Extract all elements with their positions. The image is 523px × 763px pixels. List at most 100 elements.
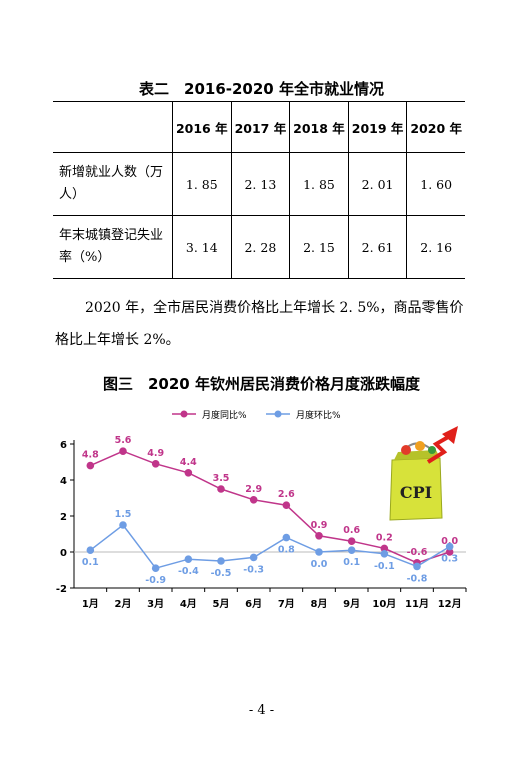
data-label: 0.3 xyxy=(441,554,458,565)
x-tick-label: 4月 xyxy=(180,598,197,610)
data-point xyxy=(445,542,454,551)
y-tick-label: -2 xyxy=(56,584,67,595)
data-point xyxy=(86,461,95,470)
y-tick-label: 6 xyxy=(60,440,67,451)
data-label: 2.6 xyxy=(278,489,295,500)
data-point xyxy=(347,546,356,554)
data-point xyxy=(217,557,225,565)
x-tick-label: 1月 xyxy=(82,598,99,610)
legend-label-mom: 月度环比% xyxy=(296,409,341,421)
data-label: 3.5 xyxy=(213,473,230,484)
data-point xyxy=(184,555,193,563)
data-label: -0.8 xyxy=(407,573,428,584)
table-header-cell: 2018 年 xyxy=(289,101,349,153)
x-tick-label: 11月 xyxy=(405,598,429,610)
data-label: 0.0 xyxy=(441,536,458,547)
x-tick-label: 2月 xyxy=(115,598,132,610)
data-label: 2.9 xyxy=(245,484,262,495)
x-tick-label: 3月 xyxy=(147,598,164,610)
data-label: 4.8 xyxy=(82,450,99,461)
table-cell: 2. 01 xyxy=(347,152,408,216)
table-row: 年末城镇登记失业率（%） 3. 14 2. 28 2. 15 2. 61 2. … xyxy=(53,215,465,279)
data-label: 4.4 xyxy=(180,457,197,468)
data-label: 0.1 xyxy=(82,557,99,568)
table-header-cell: 2016 年 xyxy=(172,101,232,153)
data-point xyxy=(315,548,323,556)
data-point xyxy=(315,532,323,540)
legend: 月度同比% 月度环比% xyxy=(172,409,341,421)
legend-marker-mom xyxy=(274,410,282,418)
data-label: 0.9 xyxy=(311,520,328,531)
data-point xyxy=(347,537,356,545)
x-tick-label: 9月 xyxy=(343,598,360,610)
legend-label-yoy: 月度同比% xyxy=(202,409,247,421)
cpi-paragraph: 2020 年，全市居民消费价格比上年增长 2. 5%，商品零售价格比上年增长 2… xyxy=(55,300,464,348)
table-cell: 1. 60 xyxy=(406,152,465,216)
data-label: 1.5 xyxy=(115,509,132,520)
table-cell: 2. 61 xyxy=(347,215,408,279)
data-label: -0.5 xyxy=(211,568,232,579)
series-line-1 xyxy=(89,523,451,570)
data-label: -0.1 xyxy=(374,561,395,572)
data-point xyxy=(445,548,454,556)
data-label: 0.8 xyxy=(278,545,295,556)
data-point xyxy=(119,521,127,529)
data-point xyxy=(217,485,225,493)
table-cell: 2. 13 xyxy=(230,152,291,216)
table-cell: 2. 16 xyxy=(406,215,465,279)
data-point xyxy=(151,460,160,468)
series-line-0 xyxy=(90,450,450,564)
table-header-cell: 2017 年 xyxy=(230,101,291,153)
table-header-cell: 2019 年 xyxy=(347,101,408,153)
x-tick-label: 10月 xyxy=(372,598,396,610)
data-label: -0.9 xyxy=(145,575,166,586)
x-tick-label: 8月 xyxy=(311,598,328,610)
data-point xyxy=(380,544,389,553)
data-label: -0.4 xyxy=(178,566,199,577)
page-number: - 4 - xyxy=(248,703,275,718)
data-label: 0.6 xyxy=(343,525,360,536)
x-tick-label: 5月 xyxy=(213,598,230,610)
table-title: 表二 2016-2020 年全市就业情况 xyxy=(139,80,384,98)
data-point xyxy=(282,501,291,509)
data-point xyxy=(413,562,421,571)
data-point xyxy=(151,564,160,572)
up-arrow-icon xyxy=(426,426,458,464)
data-label: 0.2 xyxy=(376,532,393,543)
row-label: 年末城镇登记失业率（%） xyxy=(53,215,173,279)
data-label: -0.3 xyxy=(243,564,264,575)
data-label: 5.6 xyxy=(115,435,132,446)
data-point xyxy=(119,447,127,455)
data-point xyxy=(86,546,95,554)
table-cell: 2. 28 xyxy=(230,215,291,279)
table-cell: 2. 15 xyxy=(289,215,349,279)
x-tick-label: 12月 xyxy=(438,598,462,610)
table-header-row: 2016 年 2017 年 2018 年 2019 年 2020 年 xyxy=(53,101,465,153)
data-point xyxy=(249,553,258,562)
data-label: 0.0 xyxy=(311,559,328,570)
table-cell: 3. 14 xyxy=(172,215,232,279)
y-tick-label: 0 xyxy=(60,548,67,559)
x-tick-label: 7月 xyxy=(278,598,295,610)
table-header-cell xyxy=(53,101,173,153)
y-tick-label: 4 xyxy=(60,476,67,487)
chart-marks: 4.8 5.6 4.9 4.4 3.5 2.9 2.6 0.9 0.6 0.2 -0.6 0.0 0.1… xyxy=(82,435,459,586)
cpi-line-chart: 月度同比% 月度环比% CPI 6 4 2 0 -2 1月 2月 3月 4月 5月 6月 7月 8月 9月… xyxy=(56,409,467,610)
table-header-cell: 2020 年 xyxy=(406,101,465,153)
legend-marker-yoy xyxy=(180,410,188,418)
row-label: 新增就业人数（万人） xyxy=(53,152,173,216)
x-tick-label: 6月 xyxy=(245,598,262,610)
data-label: 0.1 xyxy=(343,557,360,568)
chart-axes: 6 4 2 0 -2 1月 2月 3月 4月 5月 6月 7月 8月 9月 10月 11月 12月 xyxy=(56,440,467,610)
table-row: 新增就业人数（万人） 1. 85 2. 13 1. 85 2. 01 1. 60 xyxy=(53,152,465,216)
table-cell: 1. 85 xyxy=(172,152,232,216)
figure-title: 图三 2020 年钦州居民消费价格月度涨跌幅度 xyxy=(103,375,420,393)
employment-table: 2016 年 2017 年 2018 年 2019 年 2020 年 新增就业人… xyxy=(53,101,465,279)
data-point xyxy=(380,550,389,558)
data-point xyxy=(282,533,291,542)
table-cell: 1. 85 xyxy=(289,152,349,216)
data-label: 4.9 xyxy=(147,448,164,459)
data-label: -0.6 xyxy=(407,547,428,558)
cpi-bag-icon: CPI xyxy=(389,441,443,521)
cpi-bag-text: CPI xyxy=(400,483,432,502)
